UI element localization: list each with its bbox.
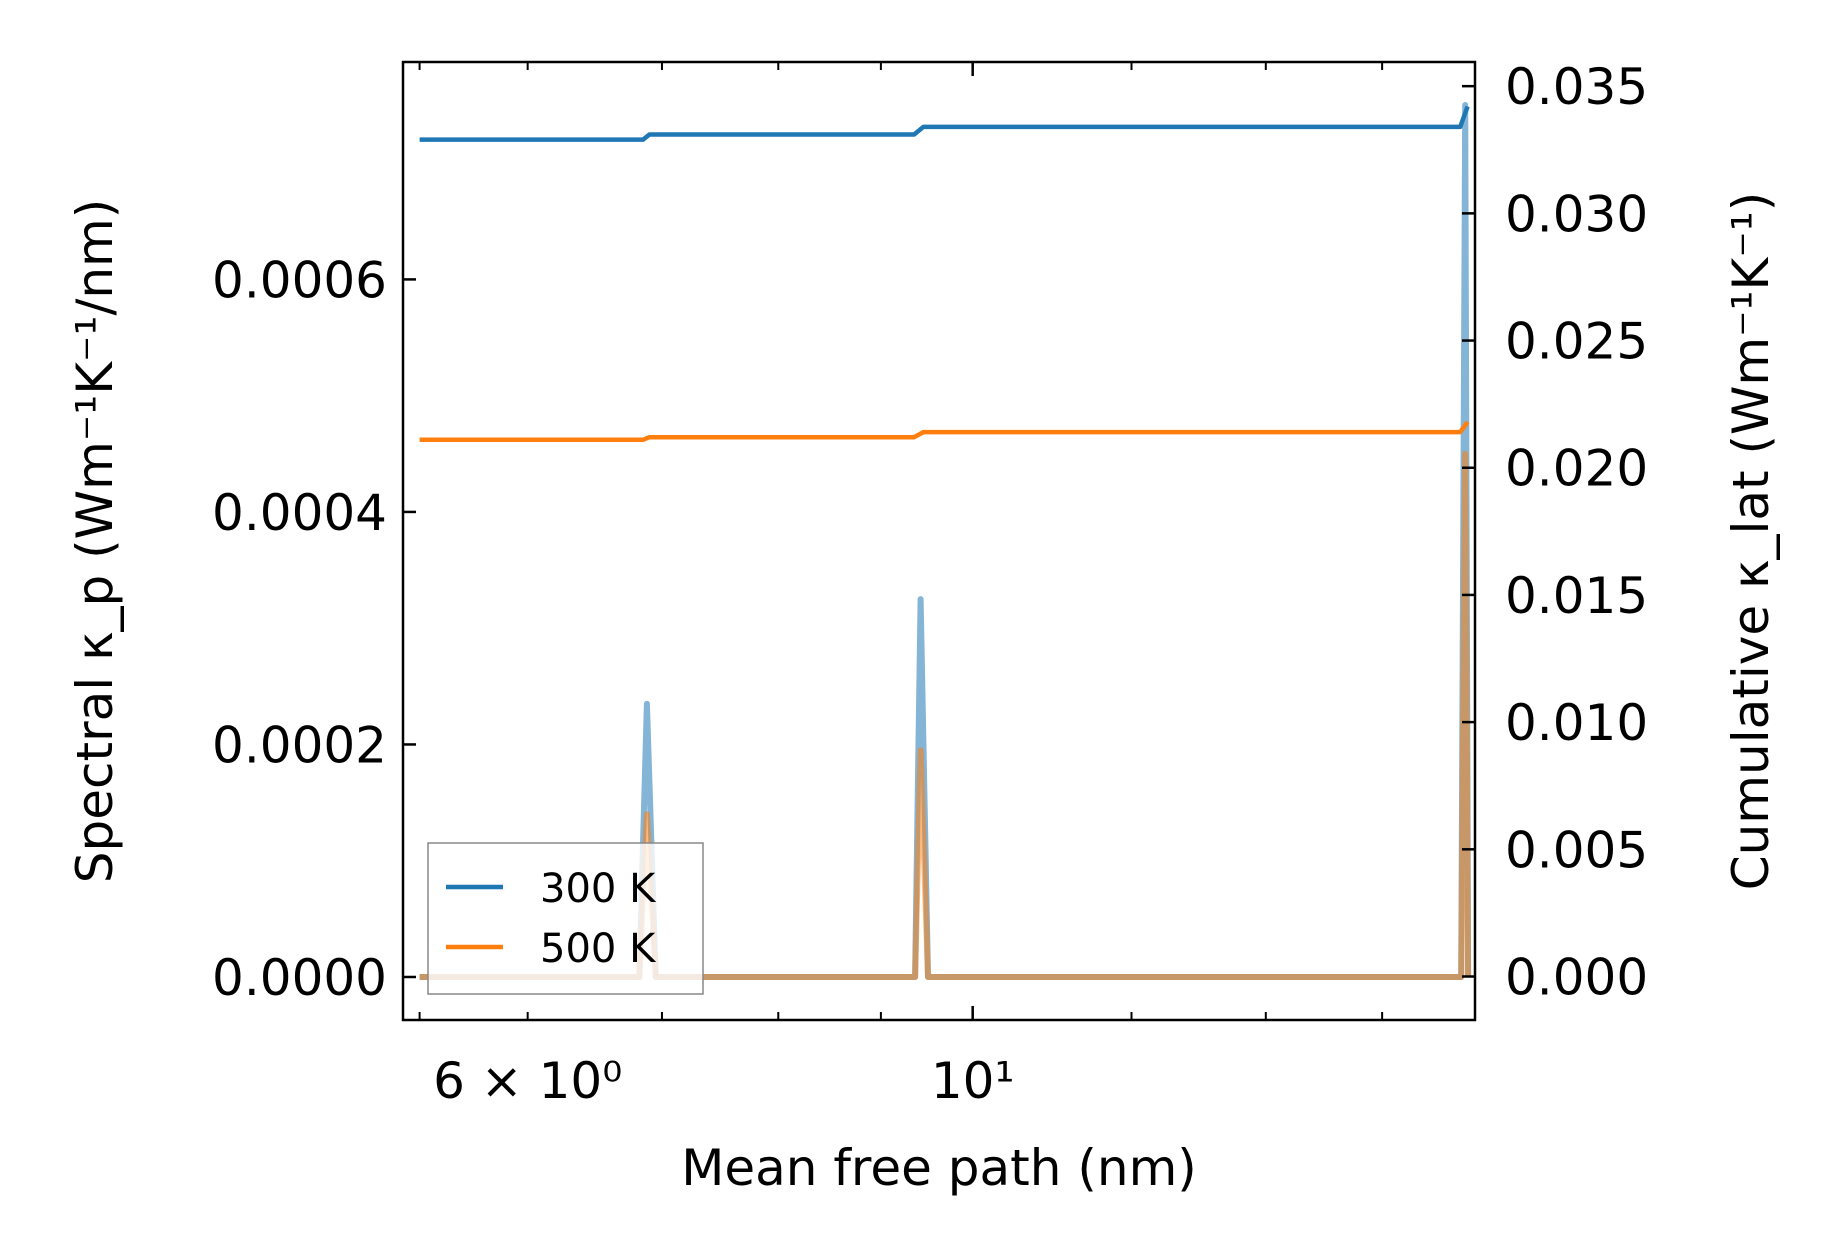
- right-tick-label: 0.010: [1505, 694, 1648, 752]
- x-tick-label: 6 × 10⁰: [433, 1052, 622, 1110]
- legend: 300 K 500 K: [427, 842, 704, 995]
- plot-frame: [401, 60, 1477, 1022]
- right-tick-label: 0.030: [1505, 185, 1648, 243]
- right-tick-label: 0.005: [1505, 821, 1648, 879]
- x-tick-label: 10¹: [931, 1052, 1015, 1110]
- left-tick-label: 0.0000: [212, 949, 387, 1007]
- series-cumulative-300k: [419, 105, 1470, 142]
- left-tick-label: 0.0006: [212, 251, 387, 309]
- series-cumulative-500k: [419, 420, 1470, 443]
- legend-box: [427, 842, 704, 995]
- left-tick-label: 0.0004: [212, 484, 387, 542]
- right-tick-label: 0.035: [1505, 58, 1648, 116]
- right-axis-label: Cumulative κ_lat (Wm⁻¹K⁻¹): [1722, 192, 1780, 891]
- right-tick-label: 0.000: [1505, 949, 1648, 1007]
- x-axis-label: Mean free path (nm): [681, 1139, 1197, 1197]
- left-tick-label: 0.0002: [212, 716, 387, 774]
- ticks-layer: 0.0000 0.0002 0.0004 0.0006 0.000 0.005 0.010 0…: [212, 58, 1648, 1110]
- legend-label-500k: 500 K: [540, 926, 657, 972]
- left-axis-label: Spectral κ_p (Wm⁻¹K⁻¹/nm): [66, 199, 124, 883]
- legend-label-300k: 300 K: [540, 866, 657, 912]
- right-tick-label: 0.015: [1505, 567, 1648, 625]
- right-tick-label: 0.020: [1505, 440, 1648, 498]
- right-tick-label: 0.025: [1505, 313, 1648, 371]
